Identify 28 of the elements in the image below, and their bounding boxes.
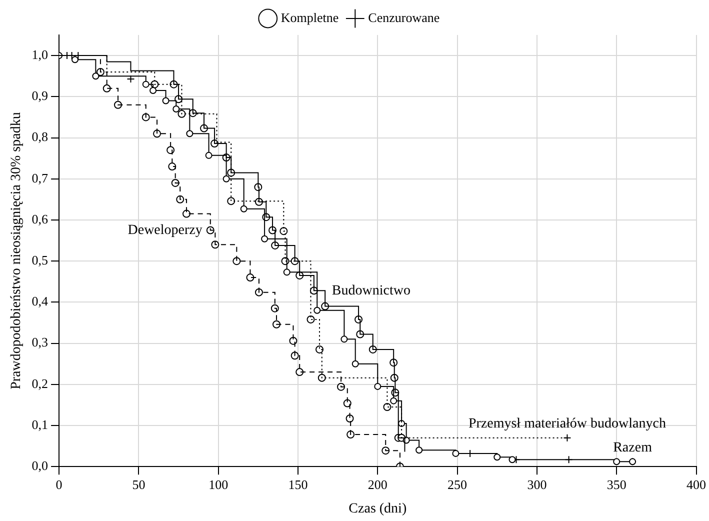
annotation: Budownictwo bbox=[332, 283, 410, 298]
y-tick-label: 0,2 bbox=[32, 376, 48, 391]
x-tick-label: 100 bbox=[208, 476, 228, 492]
y-tick-label: 0,1 bbox=[32, 416, 48, 432]
y-tick-label: 0,0 bbox=[32, 458, 48, 474]
x-tick-label: 0 bbox=[56, 476, 62, 492]
y-tick-label: 0,6 bbox=[32, 211, 49, 226]
y-tick-label: 0,5 bbox=[32, 252, 48, 268]
y-tick-label: 0,3 bbox=[32, 334, 48, 350]
x-tick-label: 50 bbox=[132, 476, 146, 492]
legend-label: Kompletne bbox=[280, 10, 339, 25]
annotation: Razem bbox=[613, 440, 652, 456]
y-tick-label: 0,9 bbox=[32, 88, 48, 104]
x-tick-label: 350 bbox=[606, 476, 626, 492]
legend-label: Cenzurowane bbox=[368, 10, 440, 25]
x-tick-label: 300 bbox=[527, 476, 547, 492]
annotation: Przemysł materiałów budowlanych bbox=[468, 416, 666, 432]
x-tick-label: 250 bbox=[448, 476, 468, 492]
x-tick-label: 200 bbox=[368, 476, 388, 492]
y-axis-title: Prawdopodobieństwo nieosiągnięcia 30% spadku bbox=[9, 112, 24, 390]
x-tick-label: 400 bbox=[686, 476, 706, 492]
x-axis-title: Czas (dni) bbox=[348, 501, 407, 516]
annotation: Deweloperzy bbox=[128, 222, 202, 238]
y-tick-label: 0,7 bbox=[32, 170, 49, 186]
y-tick-label: 0,4 bbox=[32, 294, 49, 309]
y-tick-label: 0,8 bbox=[32, 129, 48, 144]
x-tick-label: 150 bbox=[288, 476, 308, 492]
y-tick-label: 1,0 bbox=[32, 46, 48, 62]
